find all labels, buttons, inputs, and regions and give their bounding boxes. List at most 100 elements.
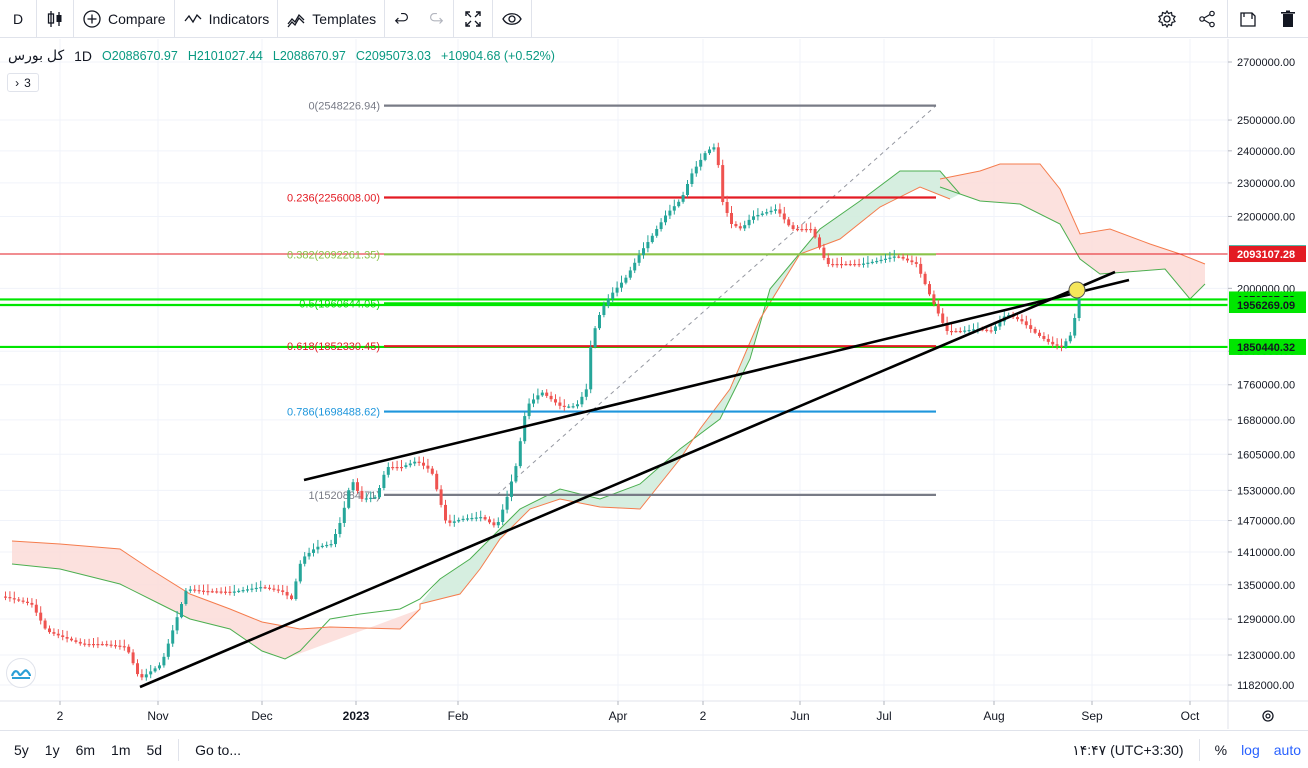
candle-body [461,518,465,521]
candle-body [470,517,474,520]
candle-body [1024,321,1028,326]
toolbar-right [1147,0,1308,38]
candle-body [875,260,879,263]
legend-collapse-button[interactable]: › 3 [7,73,39,92]
candle-body [395,467,399,469]
indicators-button[interactable]: Indicators [175,0,278,38]
candle-body [356,482,359,491]
percent-toggle[interactable]: % [1214,742,1228,758]
candle-body [329,544,333,546]
compare-label: Compare [108,10,166,27]
candle-body [505,496,509,510]
candle-body [144,674,148,678]
divider [173,0,175,38]
candle-body [994,326,997,331]
candle-body [114,645,117,647]
candle-body [250,588,254,590]
candle-body [224,591,227,593]
chart-type-button[interactable] [37,0,73,38]
candle-body [510,481,513,497]
candle-body [298,563,302,582]
redo-button[interactable] [419,0,453,38]
candle-body [862,263,865,265]
candle-body [936,304,940,314]
legend-high: H2101027.44 [187,48,263,63]
undo-button[interactable] [385,0,419,38]
candle-body [479,517,483,519]
candle-body [149,671,153,675]
visibility-button[interactable] [493,0,531,38]
candle-body [246,589,249,591]
candle-body [818,237,821,248]
range-6m[interactable]: 6m [75,741,96,758]
remove-button[interactable] [1268,0,1308,38]
fib-level-label: 0(2548226.94) [308,101,380,113]
legend-interval: 1D [74,47,93,64]
indicators-icon [184,13,202,23]
candle-body [840,264,843,266]
candle-body [413,461,417,464]
candle-body [879,259,883,262]
compare-button[interactable]: Compare [74,0,174,38]
candle-body [580,396,584,405]
candle-body [26,601,29,603]
price-tick-label: 2500000.00 [1237,115,1295,127]
candle-body [334,534,337,545]
candle-body [835,264,839,266]
candle-body [474,517,478,519]
auto-toggle[interactable]: auto [1273,742,1301,758]
snapshot-button[interactable] [1228,0,1268,38]
candle-body [694,166,698,174]
candle-body [738,226,742,229]
candle-body [127,646,131,653]
range-1m[interactable]: 1m [111,741,131,758]
candle-body [813,229,817,238]
fullscreen-button[interactable] [454,0,492,38]
candle-body [166,643,170,657]
range-1y[interactable]: 1y [44,741,60,758]
symbol-name[interactable]: کل بورس [8,47,65,63]
candle-body [21,600,25,602]
candle-body [285,591,289,596]
candle-body [105,644,109,646]
range-5d[interactable]: 5d [146,741,163,758]
goto-button[interactable]: Go to... [195,741,241,758]
candle-body [83,643,87,645]
legend-change: +10904.68 (+0.52%) [440,48,555,63]
candle-body [307,552,311,557]
candle-body [628,270,632,278]
templates-button[interactable]: Templates [278,0,384,38]
candle-body [804,229,808,231]
candle-body [602,305,606,315]
price-tick-label: 1680000.00 [1237,415,1295,427]
settings-button[interactable] [1147,0,1187,38]
candle-body [901,256,905,259]
timezone-clock[interactable]: ۱۴:۴۷ (UTC+3:30) [1072,741,1184,758]
candle-body [140,674,144,678]
candle-body [928,284,931,295]
candle-body [34,604,38,613]
candle-body [716,147,720,166]
candle-body [747,219,751,226]
fib-level-label: 0.382(2092261.35) [287,249,380,261]
candle-body [958,331,962,333]
tradingview-logo[interactable] [6,658,36,688]
cloud-logo-icon [11,669,31,679]
share-button[interactable] [1187,0,1227,38]
candle-body [43,620,47,629]
top-toolbar: D Compare Indicators [0,0,1308,38]
candle-body [136,663,139,675]
price-tick-label: 1230000.00 [1237,650,1295,662]
chart-pane[interactable]: 0(2548226.94) 0.236(2256008.00) 0.382(2092… [0,39,1308,729]
indicators-label: Indicators [208,10,270,27]
candle-body [496,521,500,526]
chart-canvas[interactable]: 0(2548226.94) 0.236(2256008.00) 0.382(2092… [0,39,1308,729]
candle-body [646,242,650,249]
interval-button[interactable]: D [0,0,36,38]
candle-body [906,258,909,261]
range-5y[interactable]: 5y [14,741,29,758]
log-toggle[interactable]: log [1241,742,1260,758]
candle-body [923,273,927,285]
candle-body [584,389,588,397]
time-tick-label: Oct [1181,709,1200,723]
